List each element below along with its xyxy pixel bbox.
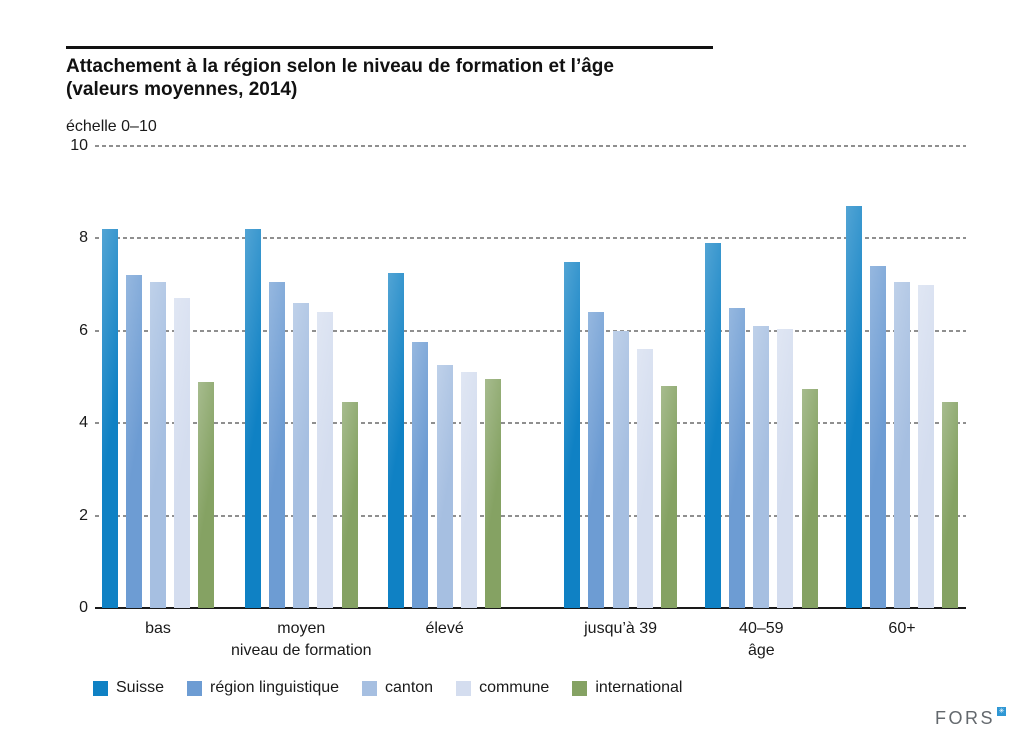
legend-item: international bbox=[572, 679, 682, 697]
bar bbox=[101, 229, 118, 608]
bar bbox=[753, 326, 770, 608]
bar bbox=[636, 349, 653, 608]
bar bbox=[293, 303, 310, 608]
y-axis-tick-label: 10 bbox=[70, 137, 88, 154]
gridline-y-2 bbox=[95, 514, 966, 517]
bar bbox=[777, 328, 794, 608]
bar bbox=[245, 229, 261, 608]
scale-note: échelle 0–10 bbox=[66, 118, 157, 135]
legend-label: canton bbox=[385, 679, 434, 696]
x-axis-category-label: moyen bbox=[277, 620, 326, 637]
bar bbox=[869, 266, 886, 608]
bar bbox=[918, 284, 935, 608]
bar bbox=[125, 275, 142, 608]
x-axis-category-label: jusqu’à 39 bbox=[584, 620, 658, 637]
fors-logo-asterisk-icon: ✳ bbox=[997, 707, 1006, 716]
bar bbox=[564, 261, 581, 608]
legend-swatch-icon bbox=[93, 680, 108, 696]
legend-swatch-icon bbox=[456, 680, 472, 696]
y-axis-tick-label: 4 bbox=[79, 414, 88, 432]
legend-label: région linguistique bbox=[210, 679, 340, 696]
axis-family-label: niveau de formation bbox=[231, 642, 372, 659]
bar bbox=[198, 381, 215, 608]
bar bbox=[705, 243, 721, 608]
bar bbox=[942, 402, 959, 608]
x-axis-category-label: 60+ bbox=[888, 620, 916, 637]
bar bbox=[460, 372, 477, 608]
y-axis-tick-label: 8 bbox=[79, 229, 88, 247]
gridline-y-4 bbox=[95, 422, 966, 425]
x-axis-line bbox=[95, 607, 966, 609]
legend-label: Suisse bbox=[116, 679, 165, 696]
title-rule bbox=[66, 46, 713, 49]
bar bbox=[845, 206, 862, 608]
y-axis-tick-label: 6 bbox=[79, 321, 88, 339]
chart-title-line2: (valeurs moyennes, 2014) bbox=[66, 79, 298, 100]
bar bbox=[317, 312, 334, 608]
bar bbox=[174, 298, 191, 608]
legend-swatch-icon bbox=[572, 680, 588, 696]
legend-label: commune bbox=[479, 679, 550, 696]
bar-chart-plot-area: 0 2 4 6 8 10 bbox=[70, 137, 966, 616]
bar bbox=[801, 388, 818, 608]
bar bbox=[436, 365, 453, 608]
gridline-y-8 bbox=[95, 237, 966, 240]
y-axis-tick-label: 0 bbox=[79, 599, 88, 616]
gridline-y-10 bbox=[95, 145, 966, 147]
bar bbox=[612, 330, 629, 608]
chart-title-line1: Attachement à la région selon le niveau … bbox=[66, 56, 614, 77]
legend-item: commune bbox=[456, 679, 549, 697]
bar bbox=[588, 312, 605, 608]
legend-item: région linguistique bbox=[187, 679, 339, 697]
bar bbox=[150, 282, 166, 608]
bar bbox=[894, 282, 910, 608]
legend-label: international bbox=[595, 679, 683, 696]
legend-swatch-icon bbox=[187, 680, 203, 696]
axis-family-label: âge bbox=[747, 642, 775, 659]
y-axis-tick-label: 2 bbox=[79, 506, 88, 524]
bar bbox=[388, 273, 405, 608]
fors-logo: FORS ✳ bbox=[934, 707, 1006, 728]
bar bbox=[729, 307, 746, 608]
bar bbox=[269, 282, 286, 608]
legend-swatch-icon bbox=[362, 680, 378, 696]
gridline-y-6 bbox=[95, 329, 966, 332]
bar bbox=[341, 402, 358, 608]
chart-legend: Suisse région linguistique canton commune in… bbox=[93, 679, 682, 697]
bar bbox=[660, 386, 677, 608]
x-axis-category-label: 40–59 bbox=[739, 620, 784, 637]
x-axis-category-label: élevé bbox=[425, 620, 464, 637]
fors-logo-text: FORS bbox=[934, 708, 995, 728]
legend-item: Suisse bbox=[93, 679, 164, 697]
x-axis-category-label: bas bbox=[145, 620, 171, 637]
bar bbox=[484, 379, 501, 608]
bar bbox=[412, 342, 429, 608]
legend-item: canton bbox=[362, 679, 433, 697]
chart-title: Attachement à la région selon le niveau … bbox=[66, 55, 746, 101]
